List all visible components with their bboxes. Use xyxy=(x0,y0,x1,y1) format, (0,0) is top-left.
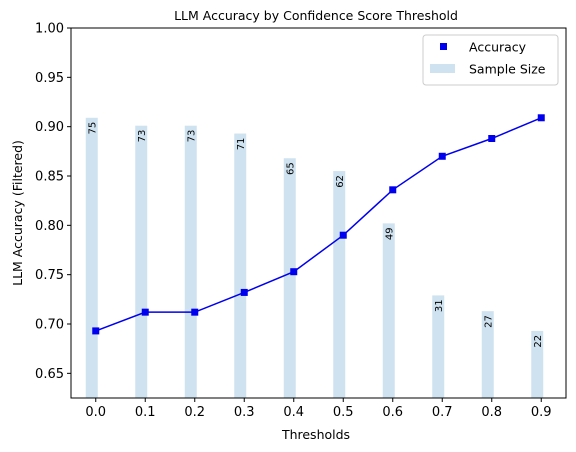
accuracy-marker xyxy=(191,309,198,316)
accuracy-marker xyxy=(241,289,248,296)
sample-size-bar xyxy=(86,118,98,398)
x-tick-label: 0.3 xyxy=(234,405,255,420)
x-tick-label: 0.5 xyxy=(333,405,354,420)
sample-size-bar-label: 49 xyxy=(384,227,395,240)
legend-sample-size-label: Sample Size xyxy=(469,62,546,77)
accuracy-marker xyxy=(538,114,545,121)
chart-title: LLM Accuracy by Confidence Score Thresho… xyxy=(174,8,458,23)
y-tick-label: 0.95 xyxy=(35,71,64,86)
y-tick-label: 0.70 xyxy=(35,318,64,333)
sample-size-bar-label: 75 xyxy=(87,122,98,135)
accuracy-marker xyxy=(439,153,446,160)
y-tick-label: 1.00 xyxy=(35,22,64,37)
accuracy-marker xyxy=(488,135,495,142)
sample-size-bar-label: 27 xyxy=(483,315,494,328)
sample-size-bar-label: 73 xyxy=(137,130,148,143)
sample-size-bar xyxy=(185,126,197,398)
sample-size-bar xyxy=(135,126,147,398)
x-tick-label: 0.6 xyxy=(382,405,403,420)
x-axis-label: Thresholds xyxy=(281,427,350,442)
sample-size-bar-label: 65 xyxy=(285,162,296,175)
accuracy-marker xyxy=(389,186,396,193)
sample-size-bar xyxy=(383,223,395,398)
accuracy-line xyxy=(96,118,542,331)
sample-size-bar-label: 31 xyxy=(434,299,445,312)
y-tick-label: 0.80 xyxy=(35,219,64,234)
legend: Accuracy Sample Size xyxy=(423,35,558,85)
legend-accuracy-label: Accuracy xyxy=(469,40,527,55)
legend-accuracy-marker xyxy=(440,43,447,50)
accuracy-marker xyxy=(92,327,99,334)
y-tick-label: 0.85 xyxy=(35,170,64,185)
x-tick-label: 0.1 xyxy=(135,405,156,420)
y-axis-ticks: 0.65 0.70 0.75 0.80 0.85 0.90 0.95 1.00 xyxy=(35,22,71,382)
x-axis-ticks: 0.0 0.1 0.2 0.3 0.4 0.5 0.6 0.7 0.8 0.9 xyxy=(85,398,551,420)
accuracy-marker xyxy=(142,309,149,316)
accuracy-marker xyxy=(290,268,297,275)
x-tick-label: 0.4 xyxy=(283,405,304,420)
sample-size-bars xyxy=(86,118,544,398)
y-tick-label: 0.90 xyxy=(35,120,64,135)
sample-size-labels: 75 73 73 71 65 62 49 31 27 22 xyxy=(87,122,544,348)
sample-size-bar-label: 22 xyxy=(533,335,544,348)
sample-size-bar xyxy=(333,171,345,398)
sample-size-bar-label: 73 xyxy=(186,130,197,143)
sample-size-bar-label: 62 xyxy=(335,175,346,188)
legend-sample-size-swatch xyxy=(430,64,455,73)
y-tick-label: 0.65 xyxy=(35,367,64,382)
sample-size-bar xyxy=(284,158,296,398)
accuracy-line-layer xyxy=(92,114,545,334)
accuracy-marker xyxy=(340,232,347,239)
y-axis-label: LLM Accuracy (Filtered) xyxy=(10,140,25,286)
x-tick-label: 0.8 xyxy=(481,405,502,420)
x-tick-label: 0.9 xyxy=(531,405,552,420)
x-tick-label: 0.2 xyxy=(184,405,205,420)
sample-size-bar xyxy=(234,134,246,398)
x-tick-label: 0.7 xyxy=(432,405,453,420)
sample-size-bar-label: 71 xyxy=(236,138,247,151)
x-tick-label: 0.0 xyxy=(85,405,106,420)
y-tick-label: 0.75 xyxy=(35,268,64,283)
